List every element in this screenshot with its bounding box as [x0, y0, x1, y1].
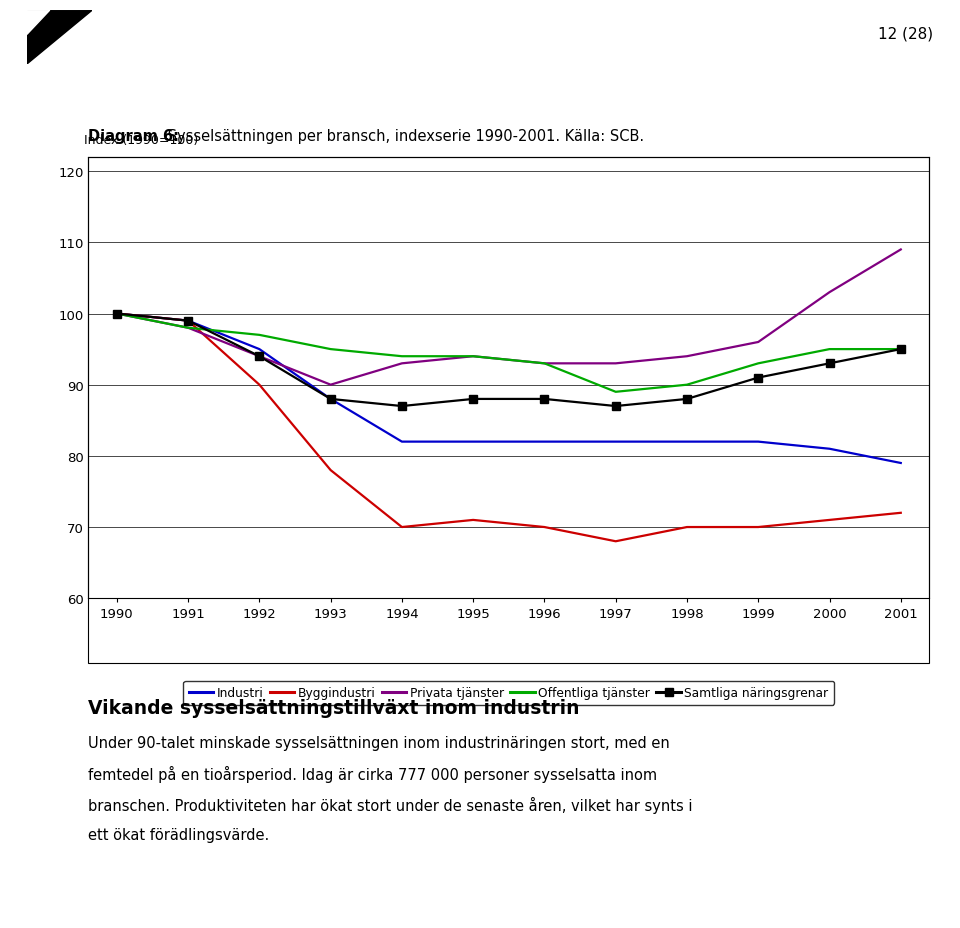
Text: branschen. Produktiviteten har ökat stort under de senaste åren, vilket har synt: branschen. Produktiviteten har ökat stor… — [88, 796, 693, 813]
Text: Under 90-talet minskade sysselsättningen inom industrinäringen stort, med en: Under 90-talet minskade sysselsättningen… — [88, 735, 670, 750]
Text: Index (1990=100): Index (1990=100) — [84, 134, 199, 147]
Text: Diagram 6:: Diagram 6: — [88, 129, 180, 144]
Text: femtedel på en tioårsperiod. Idag är cirka 777 000 personer sysselsatta inom: femtedel på en tioårsperiod. Idag är cir… — [88, 766, 658, 782]
Text: Sysselsättningen per bransch, indexserie 1990-2001. Källa: SCB.: Sysselsättningen per bransch, indexserie… — [163, 129, 644, 144]
Text: ett ökat förädlingsvärde.: ett ökat förädlingsvärde. — [88, 827, 270, 842]
Text: Vikande sysselsättningstillväxt inom industrin: Vikande sysselsättningstillväxt inom ind… — [88, 698, 580, 716]
Polygon shape — [27, 11, 50, 35]
Polygon shape — [27, 11, 92, 65]
Text: 12 (28): 12 (28) — [878, 26, 933, 41]
Legend: Industri, Byggindustri, Privata tjänster, Offentliga tjänster, Samtliga näringsg: Industri, Byggindustri, Privata tjänster… — [183, 681, 834, 705]
